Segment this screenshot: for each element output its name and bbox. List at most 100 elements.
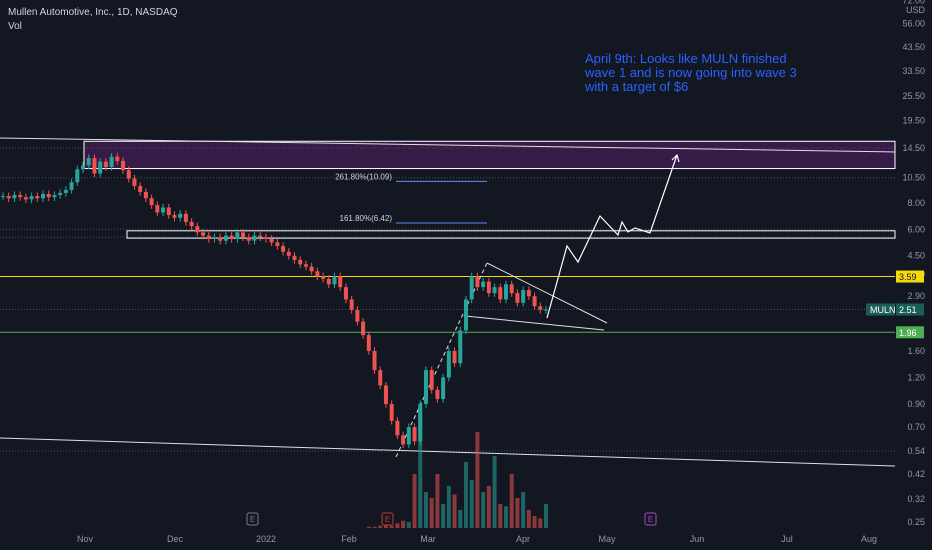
candle-body [258, 235, 263, 238]
candle-body [103, 161, 108, 167]
volume-bars [366, 408, 549, 528]
volume-bar [463, 462, 468, 528]
candle-body [532, 296, 537, 307]
candle-body [309, 266, 314, 272]
volume-bar [429, 498, 434, 528]
candle-body [149, 198, 154, 206]
volume-bar [532, 516, 537, 528]
candle-body [503, 284, 508, 300]
candle-body [372, 350, 377, 371]
candle-body [172, 215, 177, 218]
candle-body [441, 377, 446, 399]
candle-body [69, 182, 74, 190]
lower-channel-line [0, 437, 896, 467]
candle-body [201, 232, 206, 236]
wedge-upper-line [486, 262, 608, 324]
candle-body [132, 178, 137, 186]
candle-body [286, 251, 291, 256]
earnings-label-1: E [385, 515, 390, 524]
candle-body [481, 281, 486, 288]
candle-body [92, 158, 97, 174]
projection-arrow [671, 153, 680, 163]
candle-body [189, 221, 194, 227]
volume-bar [446, 486, 451, 528]
candles [0, 153, 549, 449]
volume-bar [509, 474, 514, 528]
candle-body [23, 197, 28, 200]
volume-bar [492, 456, 497, 528]
candle-body [252, 235, 257, 241]
y-tick-label: 56.00 [902, 19, 925, 29]
volume-bar [441, 504, 446, 528]
candle-body [235, 232, 240, 239]
candle-body [349, 299, 354, 310]
volume-bar [383, 524, 388, 528]
y-tick-label: 1.60 [907, 346, 925, 356]
y-tick-label: 6.00 [907, 224, 925, 234]
candle-body [109, 156, 114, 167]
candle-body [86, 158, 91, 166]
candle-body [463, 299, 468, 331]
volume-bar [423, 492, 428, 528]
x-tick-label: 2022 [256, 534, 276, 544]
volume-bar [458, 510, 463, 528]
candle-body [343, 287, 348, 300]
volume-bar [469, 480, 474, 528]
x-tick-label: Aug [861, 534, 877, 544]
candle-body [229, 235, 234, 239]
volume-bar [412, 474, 417, 528]
candle-body [275, 242, 280, 247]
candle-body [18, 195, 23, 198]
candle-body [526, 290, 531, 297]
candle-body [498, 287, 503, 300]
x-tick-label: Jul [781, 534, 793, 544]
candle-body [355, 309, 360, 322]
candle-body [161, 207, 166, 213]
volume-bar [515, 498, 520, 528]
fib-label-1: 161.80%(6.42) [340, 214, 393, 223]
candle-body [452, 350, 457, 364]
volume-bar [503, 506, 508, 528]
level-lines [0, 147, 895, 452]
candle-body [223, 235, 228, 241]
candle-body [46, 193, 51, 198]
candle-body [281, 246, 286, 252]
x-tick-label: Jun [690, 534, 705, 544]
y-tick-label: 0.54 [907, 446, 925, 456]
candle-body [435, 389, 440, 399]
candle-body [326, 278, 331, 285]
y-tick-label: 4.50 [907, 251, 925, 261]
candle-body [509, 284, 514, 294]
fib-labels: 261.80%(10.09) 161.80%(6.42) [335, 172, 487, 224]
candle-body [338, 276, 343, 288]
candle-body [321, 276, 326, 279]
y-tick-label: 10.50 [902, 173, 925, 183]
candle-body [429, 370, 434, 390]
y-tick-label: 8.00 [907, 198, 925, 208]
candle-body [0, 196, 6, 198]
currency-label: USD [906, 5, 926, 15]
volume-bar [452, 494, 457, 528]
volume-bar [543, 504, 549, 528]
volume-bar [406, 522, 411, 528]
candle-body [41, 193, 46, 199]
y-tick-label: 43.50 [902, 42, 925, 52]
y-tick-label: 72.00 [902, 0, 925, 5]
candle-body [406, 427, 411, 445]
x-tick-label: Dec [167, 534, 184, 544]
y-tick-label: 0.42 [907, 469, 925, 479]
candle-body [366, 335, 371, 351]
volume-bar [372, 526, 377, 528]
price-axis: 72.00 56.00 43.50 33.50 25.50 19.50 14.50 10.50… [902, 0, 925, 527]
x-tick-label: Apr [516, 534, 530, 544]
x-tick-label: May [598, 534, 616, 544]
candle-body [469, 276, 474, 300]
candle-body [332, 276, 337, 285]
candle-body [241, 232, 246, 238]
candle-body [446, 350, 451, 378]
candle-body [29, 196, 34, 200]
upper-channel-line [0, 137, 896, 153]
